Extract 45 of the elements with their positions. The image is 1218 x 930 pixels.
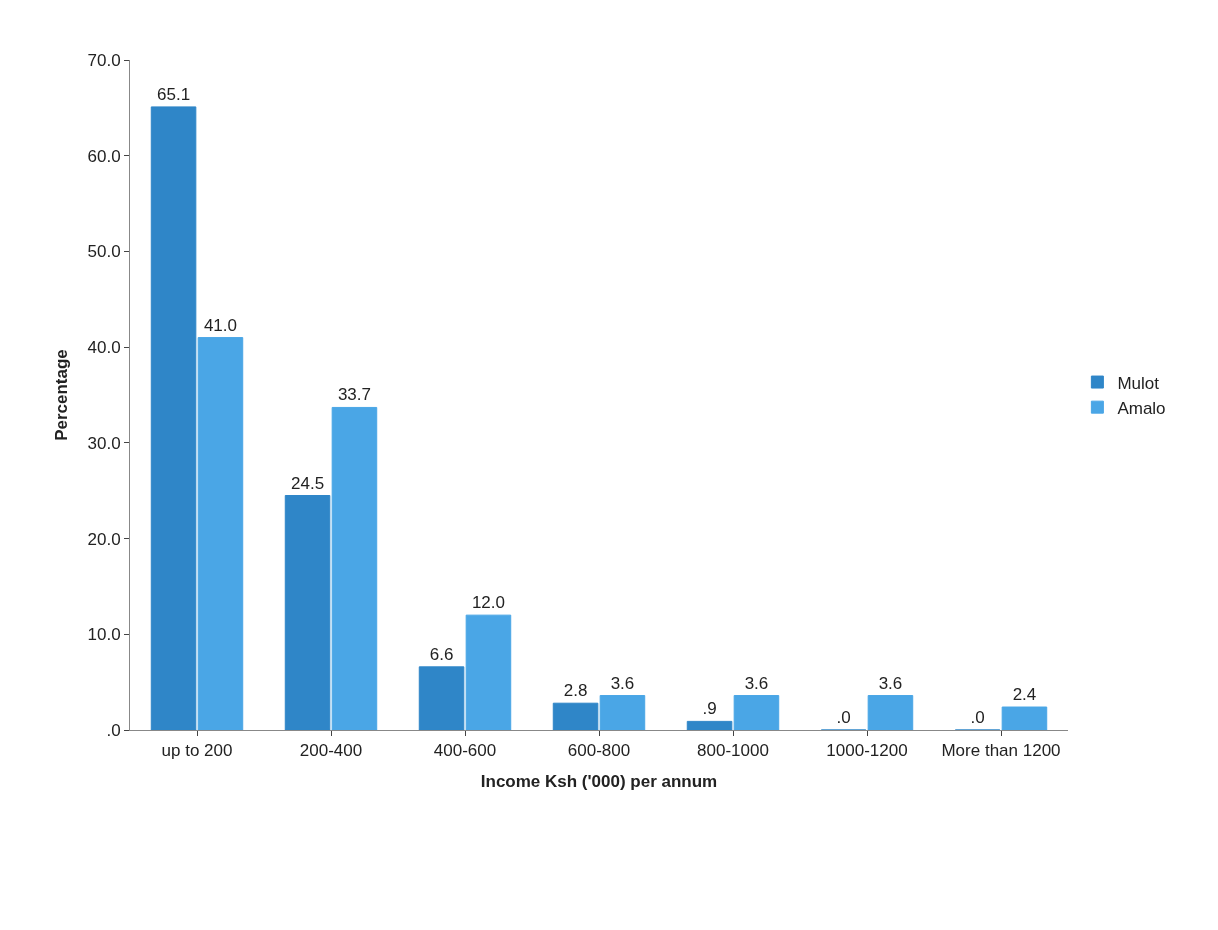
legend-label: Amalo [1117,398,1166,418]
data-label: .0 [836,708,851,727]
bar [552,702,599,730]
data-label: 41.0 [203,315,237,335]
x-tick-label: 800-1000 [697,741,769,761]
data-label: 3.6 [878,673,903,693]
bar [197,337,244,730]
y-tick-label: 10.0 [87,625,121,645]
data-label: 2.8 [563,681,588,701]
y-tick-label: 60.0 [87,146,121,166]
data-label: .0 [970,708,985,727]
bar [867,695,914,730]
bar [1001,706,1048,730]
bar [418,666,465,730]
data-label: 6.6 [429,644,454,664]
x-tick-label: 1000-1200 [826,741,908,761]
data-label: 2.4 [1012,685,1037,705]
bar [331,406,378,730]
data-label: 24.5 [291,473,325,493]
bar [599,695,646,730]
legend-label: Mulot [1117,373,1160,393]
data-label: 3.6 [744,673,769,693]
y-tick-label: 50.0 [87,242,121,262]
x-tick-label: More than 1200 [941,741,1061,761]
data-label: 33.7 [337,385,371,405]
bar [686,720,733,730]
x-axis-title: Income Ksh ('000) per annum [480,771,718,791]
bar [733,695,780,730]
x-tick-label: 200-400 [299,741,363,761]
x-tick-label: up to 200 [161,741,233,761]
y-tick-label: .0 [106,720,121,740]
y-axis-title: Percentage [52,349,72,441]
bar [150,106,197,730]
y-tick-label: 30.0 [87,433,121,453]
y-tick-label: 40.0 [87,338,121,358]
data-label: 3.6 [610,673,635,693]
x-tick-label: 600-800 [567,741,631,761]
y-tick-label: 70.0 [87,50,121,70]
bar [284,495,331,730]
y-tick-label: 20.0 [87,529,121,549]
x-tick-label: 400-600 [433,741,497,761]
data-label: 12.0 [471,593,505,613]
bar [465,614,512,730]
data-label: 65.1 [157,84,191,104]
data-label: .9 [702,699,717,719]
